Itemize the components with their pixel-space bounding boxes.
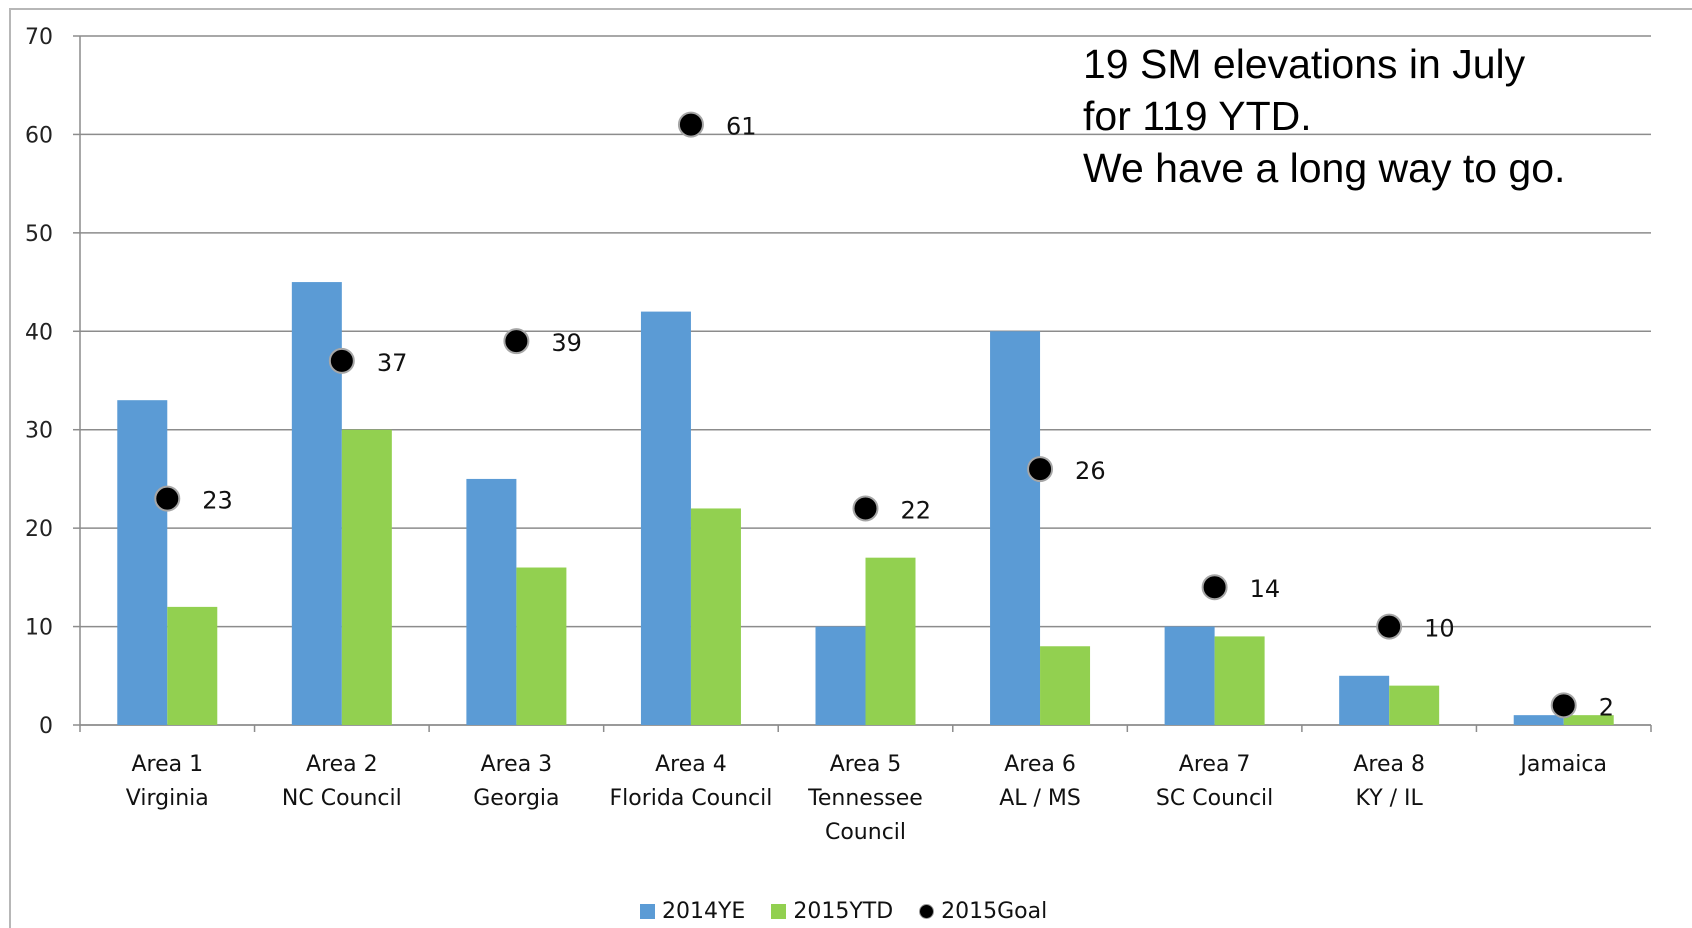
x-tick-label-2-line-0: Area 3 <box>481 752 553 777</box>
legend-item-2015ytd: 2015YTD <box>771 899 893 924</box>
goal-data-label-8: 2 <box>1599 693 1614 721</box>
x-tick-label-6-line-1: SC Council <box>1156 786 1273 811</box>
bar-2014ye-2 <box>466 478 517 725</box>
goal-data-label-4: 22 <box>901 496 932 524</box>
bar-2014ye-5 <box>990 331 1041 725</box>
bar-2015ytd-5 <box>1040 646 1091 725</box>
y-tick-label-0: 0 <box>39 714 53 739</box>
bar-2014ye-0 <box>117 400 168 725</box>
goal-marker-7 <box>1376 613 1403 640</box>
legend-swatch-2015ytd <box>771 903 787 919</box>
goal-marker-8 <box>1550 692 1577 719</box>
y-tick-label-30: 30 <box>25 419 53 444</box>
y-tick-label-60: 60 <box>25 123 53 148</box>
legend: 2014YE 2015YTD 2015Goal <box>640 896 1047 926</box>
legend-item-2015goal: 2015Goal <box>919 899 1047 924</box>
legend-marker-2015goal <box>919 903 935 919</box>
goal-marker-0 <box>154 485 181 512</box>
x-tick-label-7-line-0: Area 8 <box>1353 752 1425 777</box>
x-tick-label-0-line-1: Virginia <box>126 786 209 811</box>
bar-2014ye-7 <box>1339 675 1390 725</box>
legend-label-2014ye: 2014YE <box>662 898 746 924</box>
y-tick-label-40: 40 <box>25 320 53 345</box>
bar-2014ye-4 <box>815 626 866 725</box>
goal-marker-2 <box>503 328 530 355</box>
bar-2015ytd-2 <box>516 567 567 725</box>
goal-data-label-7: 10 <box>1424 615 1455 643</box>
goal-data-label-5: 26 <box>1075 457 1106 485</box>
x-tick-label-3-line-1: Florida Council <box>610 786 773 811</box>
x-tick-label-5-line-0: Area 6 <box>1004 752 1076 777</box>
x-tick-label-4-line-2: Council <box>825 820 906 845</box>
bar-2015ytd-6 <box>1214 636 1265 725</box>
bar-2015ytd-1 <box>341 429 392 725</box>
goal-marker-5 <box>1027 456 1054 483</box>
y-tick-label-50: 50 <box>25 222 53 247</box>
x-tick-label-0-line-0: Area 1 <box>131 752 203 777</box>
x-tick-label-3-line-0: Area 4 <box>655 752 727 777</box>
legend-label-2015goal: 2015Goal <box>941 898 1048 924</box>
chart-annotation: 19 SM elevations in July for 119 YTD. We… <box>1083 41 1566 191</box>
x-tick-label-8-line-0: Jamaica <box>1518 752 1607 777</box>
x-tick-label-1-line-0: Area 2 <box>306 752 378 777</box>
legend-item-2014ye: 2014YE <box>640 899 745 924</box>
bar-2014ye-6 <box>1164 626 1215 725</box>
x-tick-label-5-line-1: AL / MS <box>999 786 1081 811</box>
goal-data-label-0: 23 <box>202 487 233 515</box>
y-tick-label-10: 10 <box>25 616 53 641</box>
x-tick-label-7-line-1: KY / IL <box>1356 786 1424 811</box>
x-tick-label-1-line-1: NC Council <box>282 786 402 811</box>
goal-data-label-3: 61 <box>726 113 757 141</box>
legend-label-2015ytd: 2015YTD <box>793 898 894 924</box>
bar-2014ye-1 <box>291 282 342 725</box>
bar-2015ytd-4 <box>865 557 916 725</box>
bar-2014ye-3 <box>640 311 691 725</box>
y-tick-label-70: 70 <box>25 25 53 50</box>
goal-data-label-1: 37 <box>377 349 408 377</box>
bar-2015ytd-7 <box>1389 685 1440 725</box>
goal-data-label-2: 39 <box>551 329 582 357</box>
goal-marker-1 <box>328 347 355 374</box>
bar-2015ytd-0 <box>167 606 218 725</box>
bar-2014ye-8 <box>1513 715 1564 725</box>
goal-marker-4 <box>852 495 879 522</box>
goal-marker-6 <box>1201 574 1228 601</box>
goal-data-label-6: 14 <box>1250 575 1281 603</box>
x-tick-label-6-line-0: Area 7 <box>1179 752 1251 777</box>
y-tick-label-20: 20 <box>25 517 53 542</box>
goal-marker-3 <box>677 111 704 138</box>
bar-2015ytd-8 <box>1563 715 1614 725</box>
legend-swatch-2014ye <box>640 903 655 919</box>
x-tick-label-2-line-1: Georgia <box>473 786 559 811</box>
x-tick-label-4-line-1: Tennessee <box>807 786 923 811</box>
x-tick-label-4-line-0: Area 5 <box>830 752 902 777</box>
chart-frame <box>9 8 1692 928</box>
bar-2015ytd-3 <box>690 508 741 725</box>
